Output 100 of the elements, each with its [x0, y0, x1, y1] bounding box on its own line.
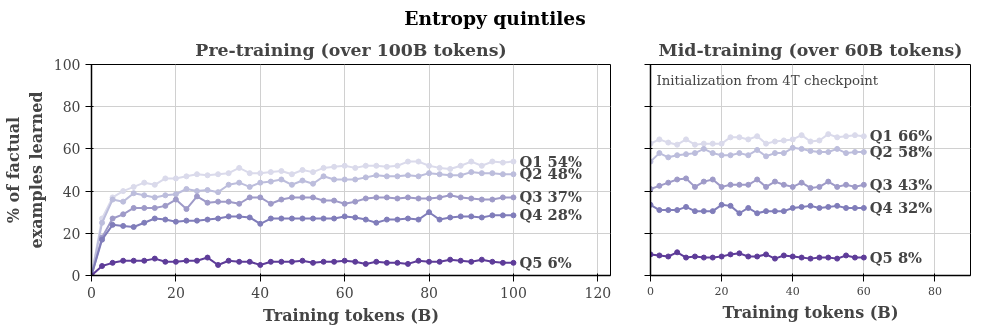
point — [447, 214, 454, 221]
point — [745, 181, 752, 188]
point — [763, 251, 770, 258]
x-axis-title: Training tokens (B) — [722, 302, 899, 322]
point — [709, 140, 716, 147]
point — [267, 169, 274, 176]
point — [394, 162, 401, 169]
point — [120, 198, 127, 205]
point — [436, 171, 443, 178]
point — [816, 149, 823, 156]
point — [109, 259, 116, 266]
point — [193, 171, 200, 178]
point — [843, 133, 850, 140]
point — [373, 219, 380, 226]
point — [320, 258, 327, 265]
chart-title: Mid-training (over 60B tokens) — [658, 39, 963, 60]
point — [320, 215, 327, 222]
point — [457, 162, 464, 169]
point — [151, 215, 158, 222]
point — [225, 181, 232, 188]
point — [478, 256, 485, 263]
point — [404, 172, 411, 179]
point — [807, 138, 814, 145]
text: Entropy quintiles — [404, 6, 586, 31]
point — [204, 172, 211, 179]
point — [299, 194, 306, 201]
point — [404, 158, 411, 165]
point — [489, 158, 496, 165]
point — [457, 257, 464, 264]
point — [331, 215, 338, 222]
point — [426, 209, 433, 216]
point — [763, 183, 770, 190]
point — [780, 252, 787, 259]
point — [834, 145, 841, 152]
point — [141, 192, 148, 199]
point — [499, 159, 506, 166]
point — [257, 220, 264, 227]
x-tick-label: 100 — [500, 284, 527, 301]
x-tick-label: 20 — [166, 284, 185, 301]
point — [656, 136, 663, 143]
point — [151, 204, 158, 211]
point — [665, 179, 672, 186]
point — [489, 212, 496, 219]
y-axis-title: % of factual examples learned — [3, 91, 46, 249]
point — [499, 212, 506, 219]
point — [99, 219, 106, 226]
point — [851, 149, 858, 156]
point — [130, 190, 137, 197]
text: Q5 8% — [869, 248, 923, 266]
point — [436, 216, 443, 223]
point — [404, 215, 411, 222]
point — [362, 216, 369, 223]
annotation: Initialization from 4T checkpoint — [656, 72, 879, 88]
point — [288, 215, 295, 222]
point — [447, 165, 454, 172]
point — [236, 200, 243, 207]
point — [310, 169, 317, 176]
point — [204, 216, 211, 223]
point — [727, 152, 734, 159]
point — [834, 255, 841, 262]
point — [257, 179, 264, 186]
point — [120, 222, 127, 229]
point — [489, 170, 496, 177]
point — [373, 194, 380, 201]
point — [288, 181, 295, 188]
point — [718, 253, 725, 260]
point — [236, 213, 243, 220]
point — [674, 152, 681, 159]
point — [362, 260, 369, 267]
point — [745, 204, 752, 211]
point — [691, 141, 698, 148]
point — [771, 150, 778, 157]
point — [225, 257, 232, 264]
point — [352, 214, 359, 221]
point — [807, 202, 814, 209]
point — [851, 254, 858, 261]
point — [236, 258, 243, 265]
point — [656, 252, 663, 259]
point — [860, 149, 867, 156]
point — [278, 215, 285, 222]
point — [257, 194, 264, 201]
point — [489, 258, 496, 265]
x-tick-label: 80 — [927, 284, 942, 298]
point — [162, 202, 169, 209]
point — [151, 181, 158, 188]
point — [718, 152, 725, 159]
point — [789, 183, 796, 190]
point — [665, 139, 672, 146]
point — [691, 150, 698, 157]
point — [683, 136, 690, 143]
point — [141, 204, 148, 211]
point — [299, 167, 306, 173]
y-tick-label: 100 — [53, 57, 81, 73]
point — [172, 196, 179, 203]
point — [834, 134, 841, 141]
point — [807, 255, 814, 262]
point — [825, 178, 832, 185]
point — [215, 215, 222, 222]
point — [225, 213, 232, 220]
point — [798, 254, 805, 261]
